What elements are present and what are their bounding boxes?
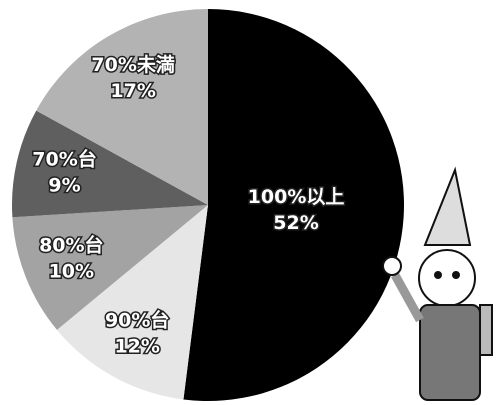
pie-slice: [56, 205, 209, 400]
slice-value-label: 9%: [48, 174, 80, 196]
pie-slice: [36, 9, 208, 205]
pie-slice: [183, 9, 404, 401]
slice-value-label: 12%: [114, 335, 159, 357]
slice-value-label: 52%: [273, 212, 318, 234]
pie-slice: [12, 110, 209, 218]
slice-value-label: 10%: [49, 261, 94, 283]
slice-label: 70%台: [32, 147, 96, 170]
pie-slice: [12, 205, 208, 330]
slice-label: 80%台: [39, 234, 103, 257]
mascot-illustration: [382, 166, 493, 401]
pie: [12, 9, 404, 401]
slice-label: 90%台: [105, 308, 169, 331]
slice-label: 100%以上: [248, 186, 345, 208]
slice-label: 70%未満: [91, 53, 174, 76]
slice-value-label: 17%: [110, 80, 155, 102]
